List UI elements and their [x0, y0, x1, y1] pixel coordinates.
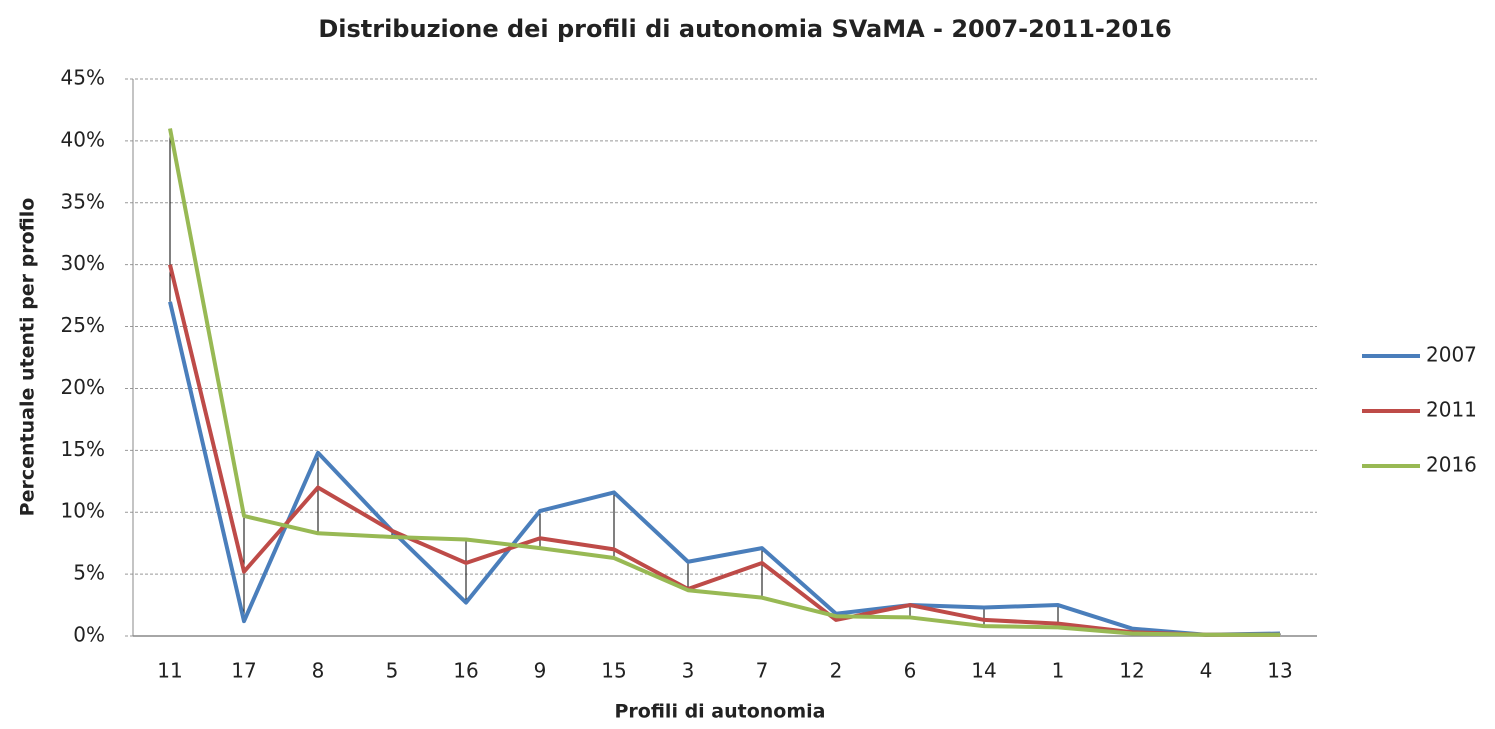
- y-tick-label: 35%: [61, 189, 105, 213]
- x-tick-label: 6: [904, 659, 917, 683]
- legend-label: 2016: [1426, 453, 1477, 477]
- x-tick-label: 15: [601, 659, 626, 683]
- x-tick-label: 3: [682, 659, 695, 683]
- legend-label: 2011: [1426, 398, 1477, 422]
- y-axis-title: Percentuale utenti per profilo: [17, 198, 39, 517]
- x-axis-title: Profili di autonomia: [615, 701, 826, 723]
- x-tick-label: 2: [830, 659, 843, 683]
- x-tick-label: 13: [1267, 659, 1292, 683]
- y-tick-label: 0%: [73, 623, 105, 647]
- chart-title: Distribuzione dei profili di autonomia S…: [318, 15, 1171, 43]
- x-tick-label: 8: [312, 659, 325, 683]
- y-tick-label: 25%: [61, 313, 105, 337]
- x-tick-label: 11: [157, 659, 182, 683]
- x-tick-label: 17: [231, 659, 256, 683]
- y-tick-label: 45%: [61, 66, 105, 90]
- y-tick-label: 10%: [61, 499, 105, 523]
- line-series: [168, 128, 1280, 637]
- x-tick-label: 4: [1200, 659, 1213, 683]
- y-tick-label: 15%: [61, 437, 105, 461]
- line-series: [168, 264, 1280, 637]
- y-tick-label: 30%: [61, 251, 105, 275]
- y-tick-label: 40%: [61, 127, 105, 151]
- legend-label: 2007: [1426, 343, 1477, 367]
- x-tick-label: 14: [971, 659, 996, 683]
- x-tick-label: 1: [1052, 659, 1065, 683]
- x-tick-label: 9: [534, 659, 547, 683]
- y-tick-label: 5%: [73, 561, 105, 585]
- x-tick-label: 12: [1119, 659, 1144, 683]
- x-tick-label: 16: [453, 659, 478, 683]
- x-tick-label: 7: [756, 659, 769, 683]
- line-series: [168, 301, 1281, 637]
- y-tick-label: 20%: [61, 375, 105, 399]
- x-tick-label: 5: [386, 659, 399, 683]
